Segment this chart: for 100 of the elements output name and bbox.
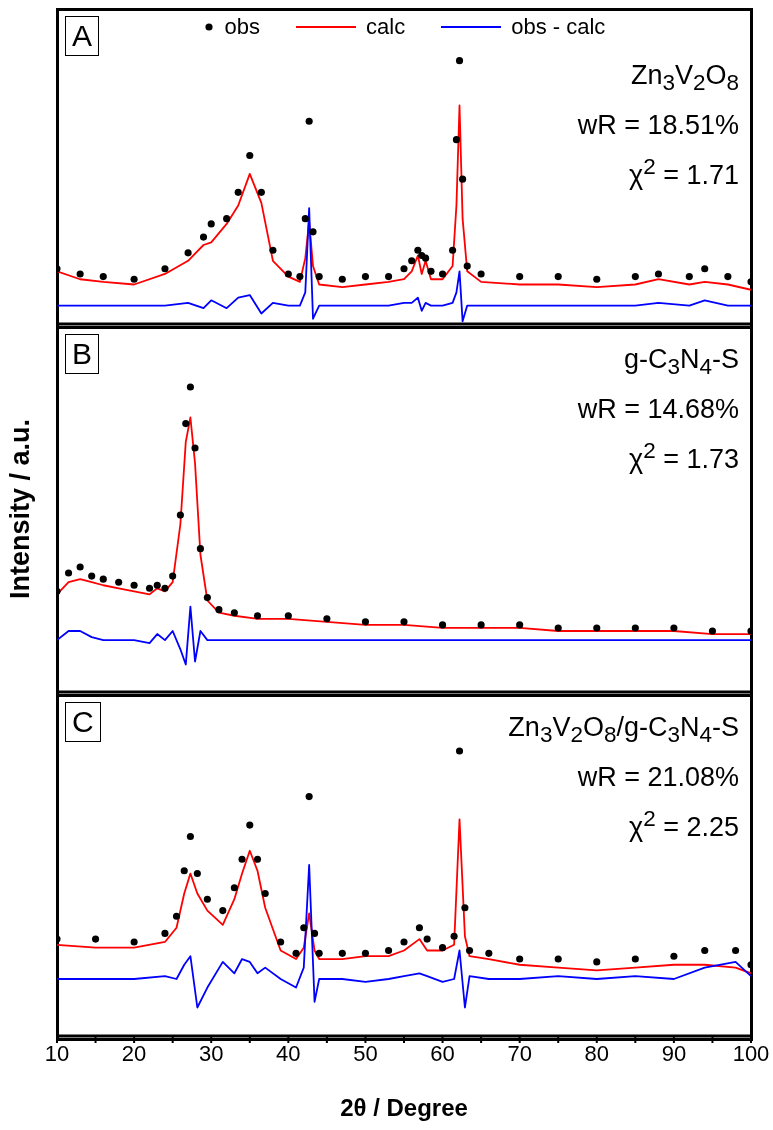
- y-axis-title: Intensity / a.u.: [4, 418, 36, 600]
- point: [305, 117, 313, 125]
- point: [459, 175, 467, 183]
- point: [385, 273, 393, 281]
- point: [461, 904, 469, 912]
- point: [153, 581, 161, 589]
- chart-title: B: [65, 334, 100, 374]
- point: [400, 618, 408, 626]
- point: [191, 444, 199, 452]
- point: [182, 420, 190, 428]
- point: [91, 935, 100, 943]
- point: [130, 581, 138, 589]
- point: [593, 275, 601, 283]
- point: [199, 233, 208, 241]
- legend-label: calc: [366, 14, 406, 40]
- point: [145, 584, 154, 592]
- point: [670, 624, 678, 632]
- point: [516, 621, 524, 629]
- point: [414, 246, 422, 254]
- point: [400, 938, 408, 946]
- point: [415, 924, 423, 932]
- point: [554, 955, 562, 963]
- point: [115, 578, 123, 586]
- point: [99, 273, 107, 281]
- point: [130, 938, 138, 946]
- point: [361, 618, 370, 626]
- point: [215, 606, 223, 614]
- point: [455, 747, 464, 755]
- point: [207, 220, 215, 228]
- point: [516, 955, 524, 963]
- point: [631, 624, 639, 632]
- point: [438, 621, 447, 629]
- point: [463, 262, 471, 270]
- annotation: Zn$_{3}$V$_{2}$O$_{8}$: [629, 59, 739, 98]
- point: [186, 383, 194, 391]
- point: [305, 793, 313, 801]
- point: [230, 884, 238, 892]
- point: [315, 949, 323, 957]
- legend-label: obs - calc: [511, 14, 606, 40]
- point: [554, 273, 562, 281]
- annotation: wR = 18.51%: [577, 109, 739, 143]
- point: [161, 265, 169, 273]
- point: [186, 832, 194, 841]
- point: [438, 270, 447, 278]
- point: [554, 624, 562, 632]
- point: [449, 246, 457, 254]
- legend-label: obs: [224, 14, 261, 40]
- point: [223, 215, 231, 223]
- point: [516, 273, 524, 281]
- point: [261, 889, 269, 898]
- point: [203, 895, 211, 903]
- point: [701, 946, 709, 955]
- point: [427, 267, 435, 275]
- annotation: wR = 14.68%: [577, 393, 739, 427]
- point: [701, 265, 709, 273]
- point: [361, 273, 370, 281]
- point: [130, 275, 138, 283]
- point: [310, 929, 319, 937]
- x-tick-label: 10: [44, 1040, 70, 1066]
- point: [284, 270, 292, 278]
- point: [422, 254, 430, 262]
- x-tick-label: 20: [121, 1040, 147, 1066]
- annotation: χ$^{2}$ = 1.73: [627, 437, 739, 477]
- chart-title: C: [65, 702, 101, 742]
- point: [184, 249, 192, 257]
- point: [385, 946, 393, 955]
- point: [309, 228, 317, 236]
- point: [230, 609, 238, 617]
- text: g-C$_{3}$N$_{4}$-S: [622, 343, 739, 382]
- point: [361, 949, 370, 957]
- point: [253, 612, 262, 620]
- point: [315, 273, 323, 281]
- point: [455, 57, 464, 65]
- point: [477, 270, 485, 278]
- x-tick-label: 70: [507, 1040, 532, 1066]
- point: [593, 958, 601, 966]
- point: [196, 545, 204, 553]
- point: [234, 188, 242, 196]
- point: [65, 569, 73, 577]
- point: [180, 867, 188, 875]
- point: [423, 935, 431, 943]
- point: [465, 946, 474, 955]
- point: [438, 944, 447, 952]
- point: [685, 273, 693, 281]
- point: [238, 855, 246, 863]
- point: [246, 151, 254, 160]
- point: [670, 952, 678, 960]
- x-tick-label: 60: [430, 1040, 455, 1066]
- point: [284, 612, 292, 620]
- point: [257, 188, 265, 196]
- x-axis-title: 2θ / Degree: [339, 1094, 469, 1122]
- annotation: wR = 21.08%: [576, 761, 739, 795]
- text: Zn$_{3}$V$_{2}$O$_{8}$/g-C$_{3}$N$_{4}$-S: [508, 712, 739, 748]
- x-tick-label: 100: [732, 1040, 770, 1066]
- x-tick-label: 50: [353, 1040, 378, 1066]
- point: [76, 563, 84, 571]
- point: [654, 270, 663, 278]
- point: [338, 949, 346, 957]
- point: [172, 912, 181, 920]
- x-tick-label: 80: [584, 1040, 610, 1066]
